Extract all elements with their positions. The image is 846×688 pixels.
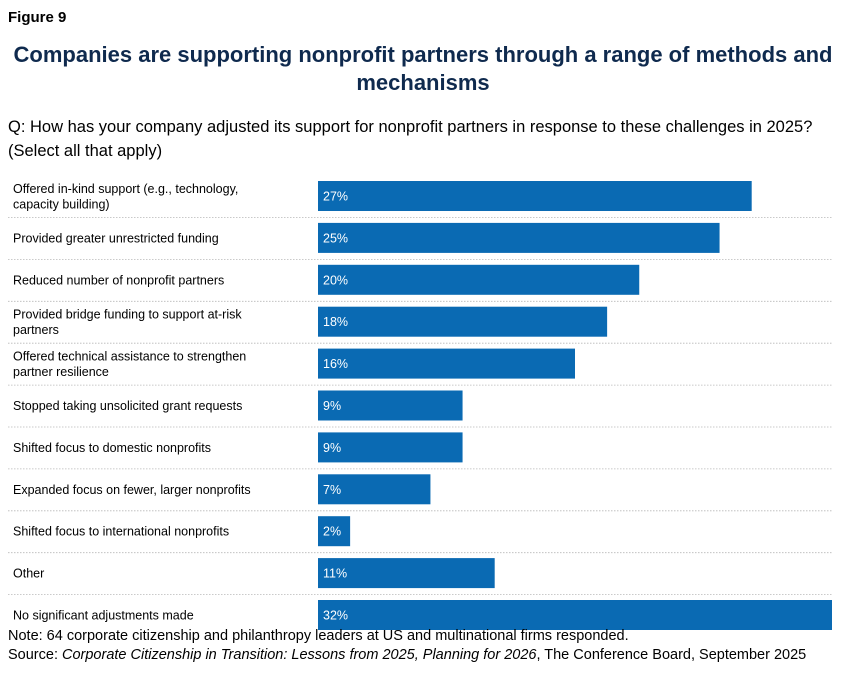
chart-source: Source: Corporate Citizenship in Transit…	[8, 646, 842, 664]
bar	[318, 432, 463, 463]
bar	[318, 474, 431, 505]
value-label: 9%	[323, 399, 341, 413]
category-label: Stopped taking unsolicited grant request…	[13, 399, 242, 413]
bar	[318, 558, 495, 589]
category-label: Provided greater unrestricted funding	[13, 231, 219, 245]
value-label: 27%	[323, 190, 348, 204]
chart-title: Companies are supporting nonprofit partn…	[13, 42, 833, 95]
bar	[318, 222, 720, 253]
bar	[318, 390, 463, 421]
category-label: Provided bridge funding to support at-ri…	[13, 307, 242, 337]
bar	[318, 600, 832, 630]
category-label: Other	[13, 567, 44, 581]
category-label: Offered technical assistance to strength…	[13, 349, 246, 379]
source-suffix: , The Conference Board, September 2025	[536, 647, 807, 663]
bar	[318, 516, 351, 547]
value-label: 9%	[323, 441, 341, 455]
chart-note: Note: 64 corporate citizenship and phila…	[8, 628, 629, 644]
bar	[318, 264, 640, 295]
category-label: Shifted focus to international nonprofit…	[13, 525, 229, 539]
source-prefix: Source:	[8, 647, 62, 663]
category-label: Expanded focus on fewer, larger nonprofi…	[13, 483, 251, 497]
value-label: 18%	[323, 315, 348, 329]
value-label: 2%	[323, 525, 341, 539]
bar	[318, 348, 575, 379]
category-label: Reduced number of nonprofit partners	[13, 273, 224, 287]
survey-question: Q: How has your company adjusted its sup…	[8, 118, 813, 160]
category-label: Shifted focus to domestic nonprofits	[13, 441, 211, 455]
value-label: 32%	[323, 609, 348, 623]
value-label: 25%	[323, 231, 348, 245]
bar	[318, 181, 752, 211]
bar	[318, 306, 608, 337]
category-label: Offered in-kind support (e.g., technolog…	[13, 182, 238, 212]
bar-chart: 27% Offered in-kind support (e.g., techno…	[8, 181, 832, 630]
value-label: 16%	[323, 357, 348, 371]
value-label: 11%	[323, 567, 347, 581]
category-label: No significant adjustments made	[13, 609, 194, 623]
value-label: 20%	[323, 273, 348, 287]
figure-label: Figure 9	[8, 9, 67, 26]
source-title: Corporate Citizenship in Transition: Les…	[62, 647, 537, 663]
value-label: 7%	[323, 483, 341, 497]
